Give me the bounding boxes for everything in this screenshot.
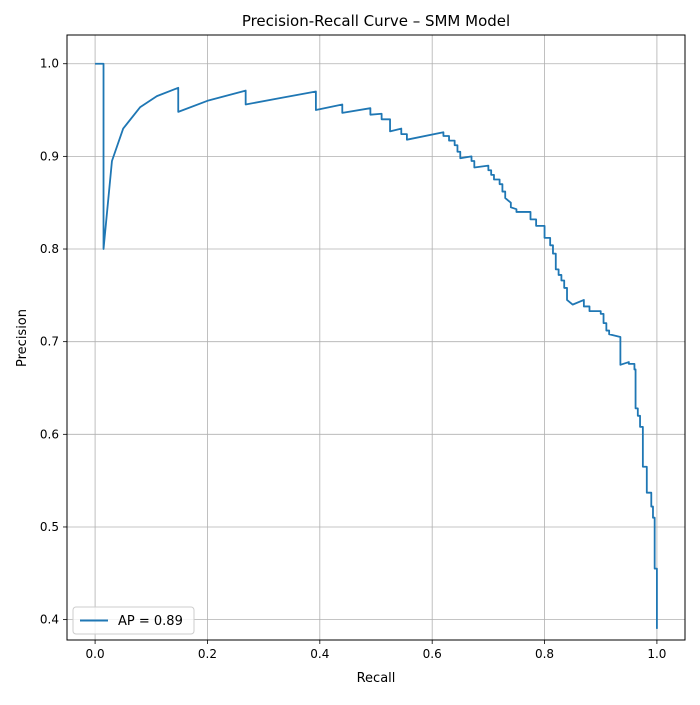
legend-entry-label: AP = 0.89 (118, 614, 183, 629)
x-tick-label: 0.6 (423, 647, 442, 661)
axis-ticks: 0.0 0.2 0.4 0.6 0.8 1.0 0.4 0.5 0.6 0.7 0.8 0.9 1.0 (40, 57, 667, 661)
grid-lines (67, 35, 685, 640)
x-tick-label: 0.2 (198, 647, 217, 661)
plot-area-frame (66, 34, 686, 641)
y-tick-label: 0.9 (40, 149, 59, 163)
legend-box (72, 606, 195, 635)
legend: AP = 0.89 (72, 606, 195, 635)
x-tick-label: 0.8 (535, 647, 554, 661)
y-tick-label: 0.6 (40, 427, 59, 441)
plot-data (95, 62, 658, 629)
y-tick-label: 0.4 (40, 613, 59, 627)
y-tick-label: 1.0 (40, 57, 59, 71)
y-tick-label: 0.8 (40, 242, 59, 256)
y-tick-label: 0.7 (40, 335, 59, 349)
pr-curve-line (95, 62, 658, 629)
x-axis-label: Recall (357, 671, 396, 686)
x-tick-label: 0.0 (86, 647, 105, 661)
y-tick-label: 0.5 (40, 520, 59, 534)
y-axis-label: Precision (15, 309, 30, 367)
x-tick-label: 0.4 (310, 647, 329, 661)
chart-title: Precision-Recall Curve – SMM Model (242, 12, 510, 30)
x-tick-label: 1.0 (647, 647, 666, 661)
